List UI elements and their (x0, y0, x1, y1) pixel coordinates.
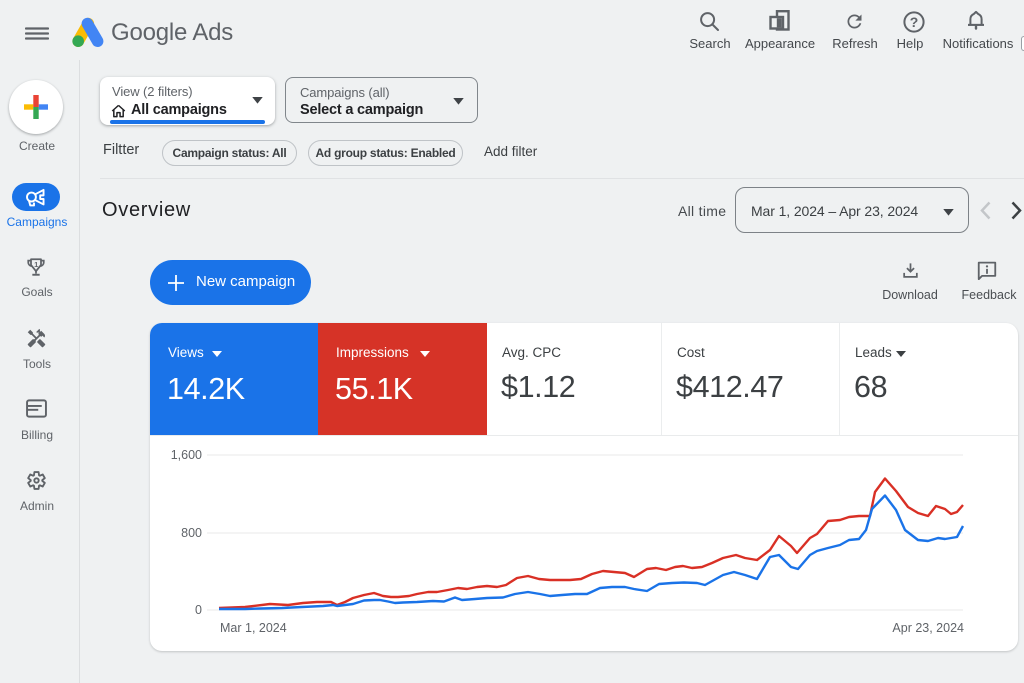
svg-text:0: 0 (195, 603, 202, 617)
svg-text:1: 1 (34, 260, 38, 269)
svg-text:1,600: 1,600 (171, 448, 202, 462)
svg-text:800: 800 (181, 526, 202, 540)
svg-text:Apr 23, 2024: Apr 23, 2024 (892, 621, 964, 635)
svg-text:?: ? (910, 14, 919, 30)
svg-text:Mar 1, 2024: Mar 1, 2024 (220, 621, 287, 635)
